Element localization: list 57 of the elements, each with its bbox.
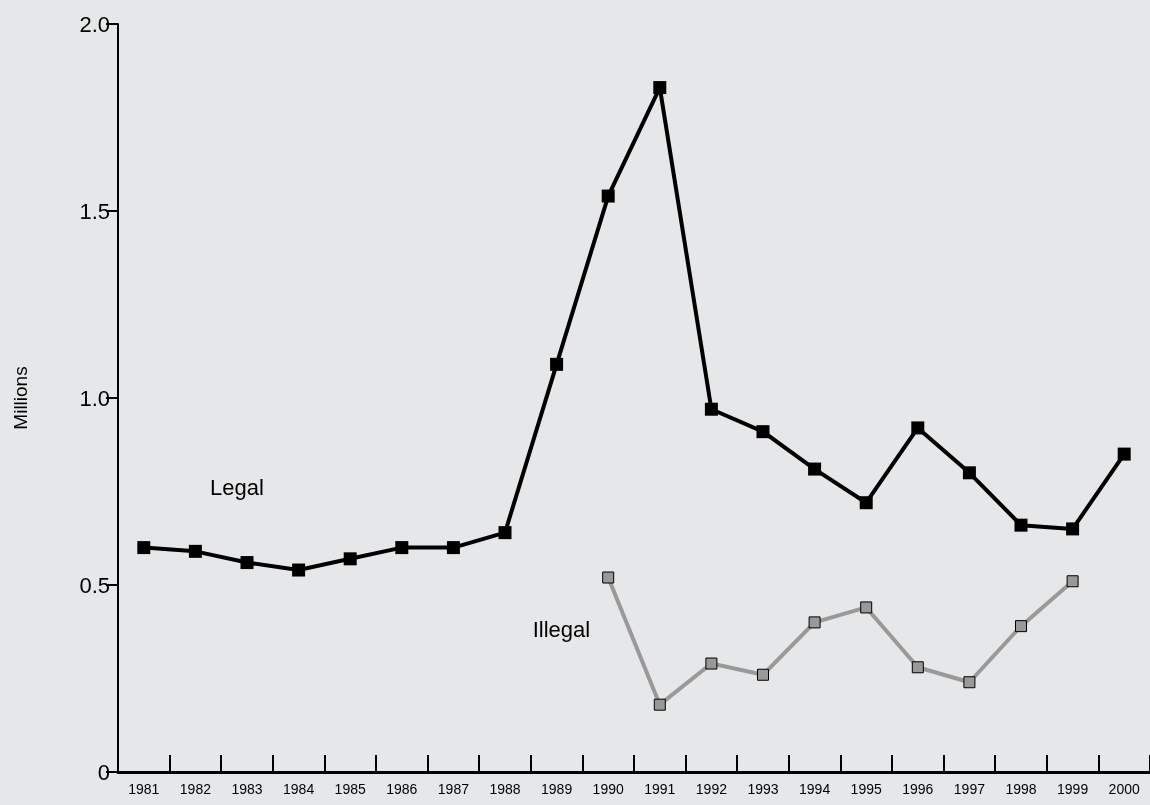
point — [137, 541, 151, 555]
point — [395, 541, 409, 555]
point — [756, 425, 770, 439]
point — [1066, 575, 1079, 588]
point — [1015, 620, 1027, 633]
y-tick-label: 1.5 — [79, 198, 110, 224]
x-tick-label: 1997 — [953, 781, 986, 797]
point — [860, 601, 873, 614]
x-tick-label: 1987 — [437, 781, 470, 797]
x-tick-label: 1989 — [541, 781, 573, 797]
point — [446, 541, 460, 555]
x-tick-label: 1998 — [1005, 781, 1037, 797]
x-tick-label: 1990 — [592, 781, 624, 797]
y-tick-label: 0.5 — [79, 572, 110, 598]
x-tick-label: 1982 — [179, 781, 212, 797]
x-tick-label: 1992 — [695, 781, 728, 797]
x-tick-label: 1988 — [489, 781, 521, 797]
x-tick-label: 1993 — [747, 781, 779, 797]
point — [911, 661, 924, 674]
x-tick-label: 1995 — [850, 781, 882, 797]
y-tick-label: 2.0 — [79, 11, 110, 37]
y-axis-title: Millions — [10, 366, 31, 430]
x-tick-label: 1981 — [128, 781, 160, 797]
point — [1117, 447, 1131, 461]
x-tick-label: 1984 — [283, 781, 315, 797]
point — [1066, 522, 1080, 536]
point — [653, 698, 666, 711]
point — [601, 189, 615, 203]
point — [911, 421, 925, 435]
point — [705, 657, 718, 670]
point — [1014, 518, 1028, 532]
text: Legal — [210, 474, 264, 500]
x-tick-label: 1991 — [644, 781, 676, 797]
x-tick-label: 2000 — [1108, 781, 1140, 797]
point — [808, 462, 822, 476]
point — [188, 544, 202, 558]
point — [498, 526, 512, 540]
y-tick-label: 1.0 — [79, 385, 110, 411]
x-tick-label: 1996 — [902, 781, 934, 797]
point — [602, 571, 615, 584]
series-label: Illegal — [532, 617, 591, 643]
point — [292, 563, 306, 577]
point — [962, 466, 976, 480]
x-tick-label: 1985 — [334, 781, 366, 797]
point — [808, 616, 821, 629]
point — [704, 402, 718, 416]
point — [963, 676, 976, 689]
point — [653, 81, 667, 95]
x-tick-label: 1999 — [1057, 781, 1089, 797]
point — [550, 357, 564, 371]
x-tick-label: 1983 — [231, 781, 263, 797]
x-tick-label: 1994 — [799, 781, 831, 797]
point — [757, 668, 769, 681]
point — [343, 552, 357, 566]
point — [240, 556, 254, 570]
point — [859, 496, 873, 510]
x-tick-label: 1986 — [386, 781, 418, 797]
